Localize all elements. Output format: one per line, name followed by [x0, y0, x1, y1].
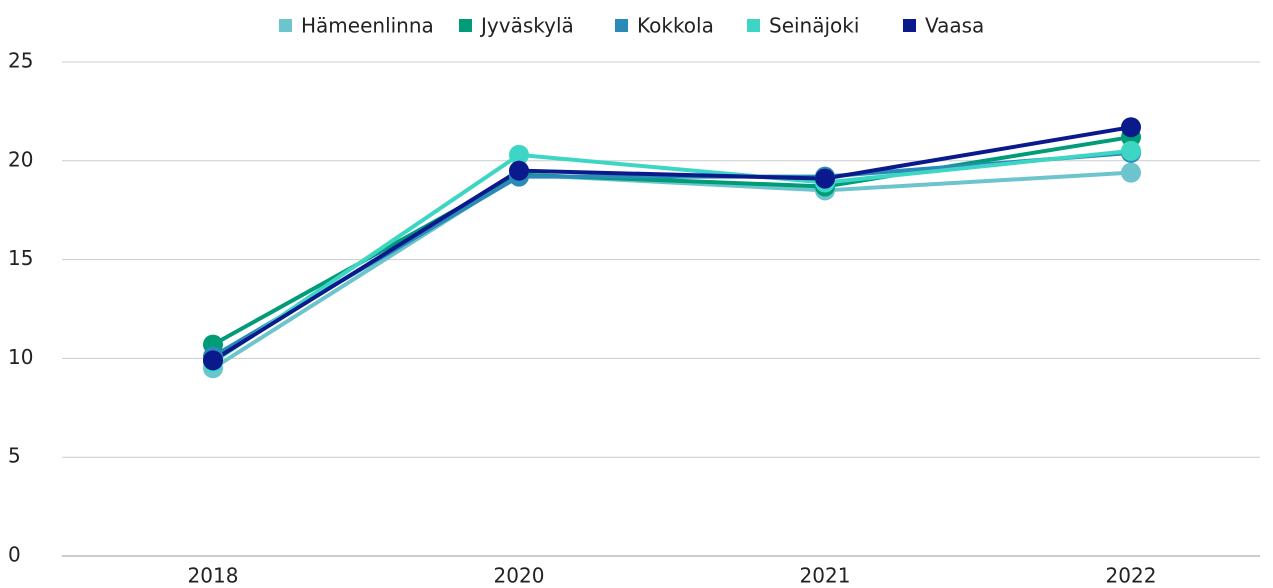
series-marker: [1121, 117, 1141, 138]
x-tick-label: 2022: [1106, 564, 1157, 588]
series-marker: [815, 168, 835, 189]
x-tick-label: 2018: [188, 564, 239, 588]
series-marker: [1121, 140, 1141, 161]
x-tick-label: 2020: [494, 564, 545, 588]
legend-label: Vaasa: [925, 14, 984, 38]
y-tick-label: 10: [8, 345, 33, 369]
legend-swatch: [903, 19, 916, 32]
y-tick-label: 5: [8, 444, 21, 468]
legend-label: Kokkola: [637, 14, 714, 38]
series-marker: [509, 160, 529, 181]
y-tick-label: 0: [8, 543, 21, 567]
legend-label: Seinäjoki: [769, 14, 859, 38]
series-line: [211, 125, 1132, 363]
legend-swatch: [747, 19, 760, 32]
legend-label: Jyväskylä: [479, 14, 574, 38]
x-tick-label: 2021: [800, 564, 851, 588]
series-marker: [509, 144, 529, 165]
y-tick-label: 25: [8, 49, 33, 73]
series-marker: [203, 350, 223, 371]
y-tick-label: 15: [8, 246, 33, 270]
series-marker: [1121, 162, 1141, 183]
legend-swatch: [615, 19, 628, 32]
legend-label: Hämeenlinna: [301, 14, 434, 38]
series-line: [211, 148, 1132, 365]
y-tick-label: 20: [8, 147, 33, 171]
legend-swatch: [279, 19, 292, 32]
legend-swatch: [459, 19, 472, 32]
